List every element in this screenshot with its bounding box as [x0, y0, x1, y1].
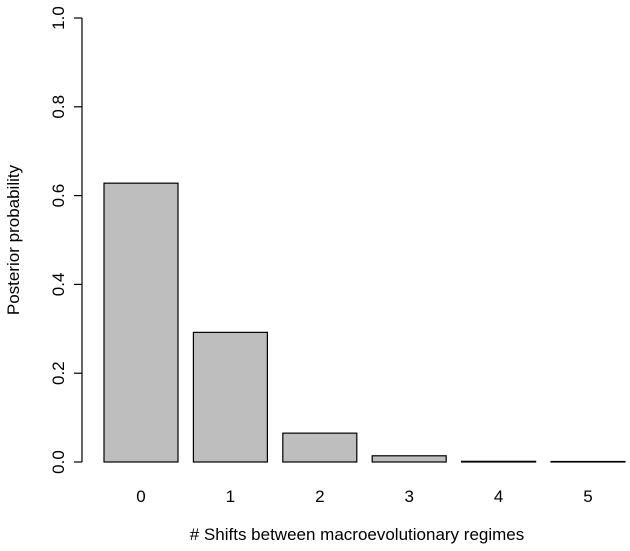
- bar-4: [461, 460, 537, 463]
- y-tick-label: 0.2: [49, 361, 68, 385]
- x-tick-label-1: 1: [226, 487, 235, 506]
- y-axis: 0.0 0.2 0.4 0.6 0.8 1.0: [49, 6, 83, 474]
- y-tick-label: 1.0: [49, 6, 68, 30]
- x-tick-label-4: 4: [494, 487, 503, 506]
- bar-3: [371, 455, 447, 463]
- x-tick-labels: 0 1 2 3 4 5: [136, 487, 592, 506]
- bars-group: [103, 182, 626, 463]
- bar-0: [103, 182, 179, 463]
- bar-5: [550, 460, 626, 463]
- x-axis-label: # Shifts between macroevolutionary regim…: [190, 525, 525, 544]
- y-tick-label: 0.0: [49, 450, 68, 474]
- x-tick-label-0: 0: [136, 487, 145, 506]
- x-tick-label-2: 2: [315, 487, 324, 506]
- bar-1: [192, 331, 268, 463]
- bar-2: [282, 432, 358, 463]
- y-tick-label: 0.6: [49, 184, 68, 208]
- y-tick-label: 0.8: [49, 95, 68, 119]
- y-tick-label: 0.4: [49, 273, 68, 297]
- x-tick-label-3: 3: [404, 487, 413, 506]
- y-axis-label: Posterior probability: [4, 164, 23, 315]
- x-tick-label-5: 5: [583, 487, 592, 506]
